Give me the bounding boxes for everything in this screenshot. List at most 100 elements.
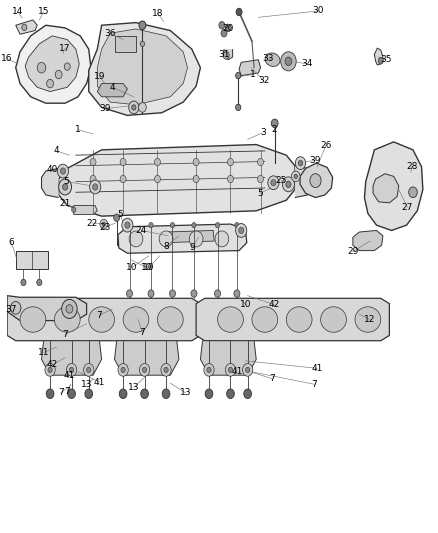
- Circle shape: [243, 364, 253, 376]
- Circle shape: [235, 222, 239, 228]
- Polygon shape: [7, 296, 87, 320]
- Ellipse shape: [265, 53, 280, 67]
- Circle shape: [236, 72, 241, 79]
- Text: 21: 21: [60, 199, 71, 208]
- Polygon shape: [97, 84, 127, 97]
- Circle shape: [37, 279, 42, 286]
- Circle shape: [127, 290, 133, 297]
- Circle shape: [164, 367, 168, 373]
- Circle shape: [227, 158, 233, 166]
- Circle shape: [227, 175, 233, 183]
- Circle shape: [283, 177, 294, 192]
- Circle shape: [47, 79, 53, 88]
- Circle shape: [141, 389, 148, 399]
- Ellipse shape: [355, 307, 381, 332]
- Circle shape: [22, 24, 27, 30]
- Circle shape: [138, 103, 146, 112]
- Circle shape: [192, 222, 196, 228]
- Ellipse shape: [218, 307, 244, 332]
- Polygon shape: [239, 60, 261, 76]
- Circle shape: [226, 389, 234, 399]
- Ellipse shape: [215, 231, 229, 247]
- Circle shape: [66, 305, 73, 313]
- Polygon shape: [353, 230, 383, 251]
- Text: 1: 1: [75, 125, 81, 134]
- Circle shape: [236, 9, 242, 15]
- Text: 20: 20: [223, 25, 234, 34]
- Circle shape: [55, 70, 62, 79]
- Polygon shape: [59, 144, 295, 216]
- Circle shape: [100, 219, 108, 229]
- Text: 5: 5: [117, 210, 123, 219]
- Ellipse shape: [123, 307, 149, 332]
- Text: 32: 32: [258, 76, 270, 85]
- Circle shape: [258, 158, 264, 166]
- Polygon shape: [300, 163, 333, 198]
- Text: 3: 3: [260, 128, 265, 138]
- Circle shape: [161, 364, 171, 376]
- Polygon shape: [373, 174, 399, 203]
- Text: 10: 10: [141, 263, 152, 272]
- Circle shape: [69, 367, 74, 373]
- Text: 12: 12: [364, 315, 376, 324]
- Circle shape: [225, 24, 231, 31]
- Circle shape: [215, 222, 220, 228]
- Circle shape: [236, 223, 247, 237]
- Circle shape: [60, 168, 66, 174]
- Text: 14: 14: [12, 7, 24, 17]
- Text: 39: 39: [99, 104, 111, 113]
- Circle shape: [298, 160, 303, 166]
- Text: 30: 30: [313, 6, 324, 15]
- Polygon shape: [74, 206, 97, 215]
- Circle shape: [162, 389, 170, 399]
- Circle shape: [125, 222, 130, 228]
- Circle shape: [37, 62, 46, 73]
- Text: 24: 24: [135, 226, 147, 235]
- Text: 10: 10: [126, 263, 138, 272]
- Circle shape: [92, 184, 98, 190]
- Text: 5: 5: [64, 177, 69, 186]
- Circle shape: [87, 367, 91, 373]
- Circle shape: [271, 119, 278, 127]
- Text: 9: 9: [190, 244, 195, 253]
- Text: 16: 16: [1, 54, 13, 63]
- Polygon shape: [224, 49, 233, 60]
- Ellipse shape: [321, 307, 346, 332]
- Text: 28: 28: [406, 163, 417, 171]
- Circle shape: [295, 157, 306, 169]
- Circle shape: [228, 367, 233, 373]
- Text: 41: 41: [231, 367, 243, 376]
- Circle shape: [225, 364, 236, 376]
- Text: 36: 36: [104, 29, 116, 38]
- Circle shape: [120, 175, 126, 183]
- Circle shape: [127, 222, 132, 228]
- Circle shape: [409, 187, 417, 198]
- Circle shape: [170, 222, 175, 228]
- Circle shape: [378, 58, 383, 64]
- Text: 7: 7: [62, 330, 68, 339]
- Circle shape: [223, 52, 229, 59]
- Text: 11: 11: [38, 348, 49, 357]
- Circle shape: [71, 207, 76, 213]
- Polygon shape: [374, 48, 383, 65]
- Ellipse shape: [189, 231, 203, 247]
- Circle shape: [310, 174, 321, 188]
- Text: 41: 41: [64, 370, 75, 379]
- Circle shape: [122, 218, 133, 232]
- Text: 40: 40: [46, 166, 58, 174]
- Text: 18: 18: [152, 9, 163, 18]
- Polygon shape: [42, 168, 59, 198]
- Text: 10: 10: [143, 263, 155, 272]
- Polygon shape: [364, 142, 423, 230]
- Text: 4: 4: [110, 83, 115, 92]
- Text: 41: 41: [311, 364, 323, 373]
- Text: 7: 7: [140, 328, 145, 337]
- Text: 39: 39: [310, 156, 321, 165]
- Circle shape: [113, 214, 120, 221]
- Text: 13: 13: [81, 379, 92, 389]
- Circle shape: [132, 105, 136, 110]
- Text: 29: 29: [347, 247, 359, 256]
- Polygon shape: [7, 298, 201, 341]
- Ellipse shape: [159, 231, 173, 247]
- Polygon shape: [118, 224, 247, 253]
